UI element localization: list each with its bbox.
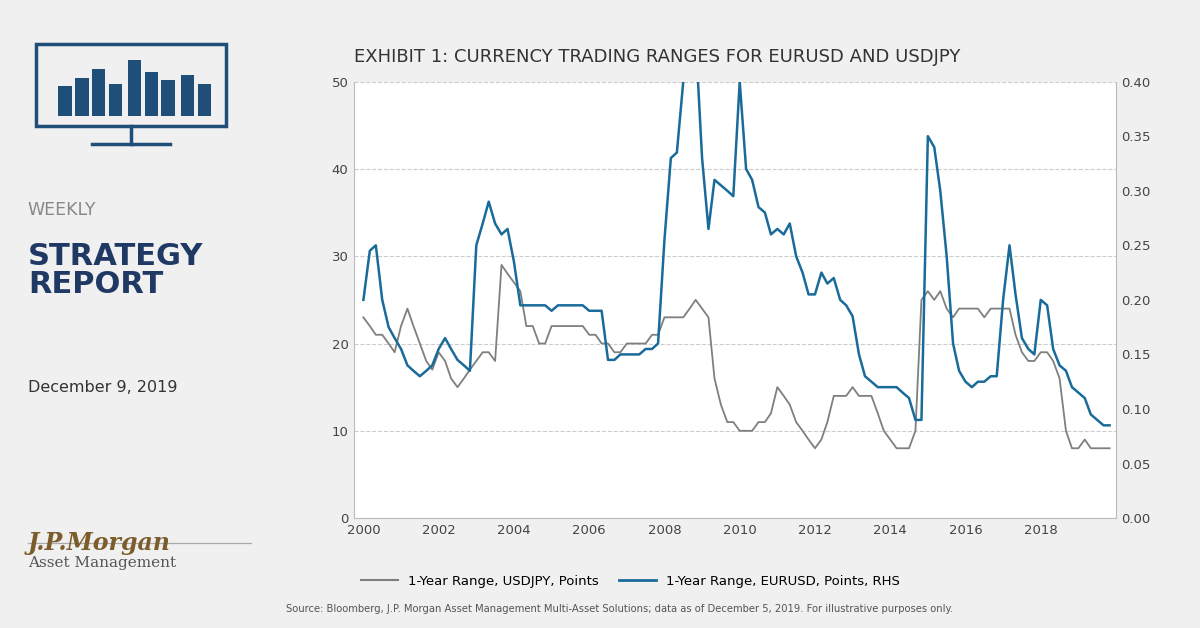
- Bar: [108, 84, 122, 116]
- Bar: [145, 72, 158, 116]
- Bar: [162, 80, 175, 116]
- Text: Source: Bloomberg, J.P. Morgan Asset Management Multi-Asset Solutions; data as o: Source: Bloomberg, J.P. Morgan Asset Man…: [286, 604, 953, 614]
- Bar: [59, 86, 72, 116]
- Bar: [198, 84, 211, 116]
- Text: December 9, 2019: December 9, 2019: [28, 380, 178, 395]
- Bar: [181, 75, 194, 116]
- Text: J.P.Morgan: J.P.Morgan: [28, 531, 170, 555]
- Legend: 1-Year Range, USDJPY, Points, 1-Year Range, EURUSD, Points, RHS: 1-Year Range, USDJPY, Points, 1-Year Ran…: [360, 575, 900, 588]
- Bar: [128, 60, 142, 116]
- Text: EXHIBIT 1: CURRENCY TRADING RANGES FOR EURUSD AND USDJPY: EXHIBIT 1: CURRENCY TRADING RANGES FOR E…: [354, 48, 960, 66]
- Text: WEEKLY: WEEKLY: [28, 201, 96, 219]
- Bar: [92, 69, 106, 116]
- Bar: [36, 44, 226, 126]
- Bar: [76, 78, 89, 116]
- Text: Asset Management: Asset Management: [28, 556, 176, 570]
- Text: STRATEGY
REPORT: STRATEGY REPORT: [28, 242, 203, 299]
